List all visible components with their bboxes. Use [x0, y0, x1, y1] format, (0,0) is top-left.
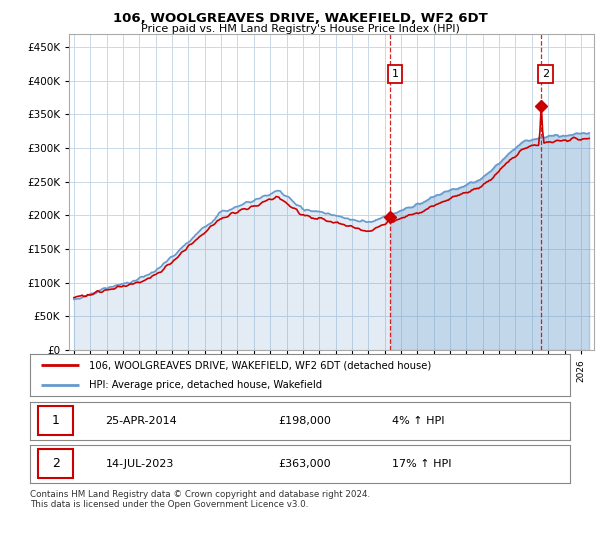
Text: Price paid vs. HM Land Registry's House Price Index (HPI): Price paid vs. HM Land Registry's House … [140, 24, 460, 34]
Text: 17% ↑ HPI: 17% ↑ HPI [392, 459, 451, 469]
Text: 14-JUL-2023: 14-JUL-2023 [106, 459, 174, 469]
Text: Contains HM Land Registry data © Crown copyright and database right 2024.
This d: Contains HM Land Registry data © Crown c… [30, 490, 370, 510]
Text: £363,000: £363,000 [278, 459, 331, 469]
Text: 1: 1 [52, 414, 60, 427]
FancyBboxPatch shape [38, 449, 73, 478]
Text: £198,000: £198,000 [278, 416, 331, 426]
Text: 2: 2 [542, 69, 549, 79]
FancyBboxPatch shape [38, 406, 73, 435]
Text: 106, WOOLGREAVES DRIVE, WAKEFIELD, WF2 6DT: 106, WOOLGREAVES DRIVE, WAKEFIELD, WF2 6… [113, 12, 487, 25]
Text: 106, WOOLGREAVES DRIVE, WAKEFIELD, WF2 6DT (detached house): 106, WOOLGREAVES DRIVE, WAKEFIELD, WF2 6… [89, 360, 431, 370]
Text: 1: 1 [391, 69, 398, 79]
Text: 25-APR-2014: 25-APR-2014 [106, 416, 178, 426]
Text: HPI: Average price, detached house, Wakefield: HPI: Average price, detached house, Wake… [89, 380, 323, 390]
Text: 2: 2 [52, 457, 60, 470]
Text: 4% ↑ HPI: 4% ↑ HPI [392, 416, 444, 426]
